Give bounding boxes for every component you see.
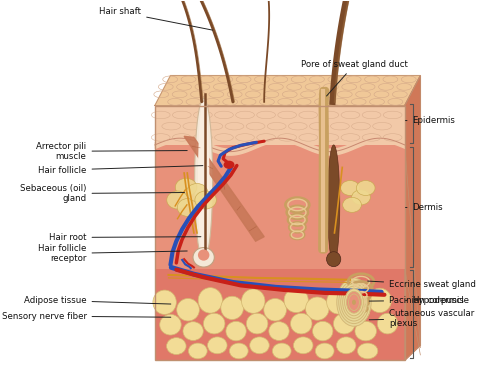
Text: Hair follicle: Hair follicle (38, 165, 203, 174)
Ellipse shape (327, 145, 340, 263)
Text: Arrector pili
muscle: Arrector pili muscle (36, 142, 187, 161)
Text: Hypodermis: Hypodermis (406, 296, 465, 305)
Polygon shape (184, 136, 264, 241)
Bar (155, 268, 405, 360)
Text: Hair follicle
receptor: Hair follicle receptor (38, 244, 187, 263)
Ellipse shape (177, 299, 199, 321)
Ellipse shape (153, 290, 176, 314)
Ellipse shape (194, 98, 213, 261)
Text: Cutaneous vascular
plexus: Cutaneous vascular plexus (369, 309, 474, 328)
Ellipse shape (337, 278, 371, 326)
Text: Pore of sweat gland duct: Pore of sweat gland duct (301, 60, 408, 96)
Ellipse shape (198, 249, 209, 261)
Bar (155, 145, 405, 268)
Text: Adipose tissue: Adipose tissue (24, 296, 171, 305)
Ellipse shape (315, 343, 334, 359)
Ellipse shape (358, 343, 378, 359)
Ellipse shape (341, 180, 360, 196)
Ellipse shape (352, 190, 371, 205)
Ellipse shape (246, 313, 268, 334)
Ellipse shape (306, 297, 329, 320)
Ellipse shape (348, 294, 360, 311)
Ellipse shape (229, 343, 248, 359)
Ellipse shape (189, 343, 207, 359)
Ellipse shape (198, 100, 209, 259)
Ellipse shape (356, 180, 375, 196)
Ellipse shape (167, 191, 188, 209)
Ellipse shape (175, 178, 197, 196)
Polygon shape (155, 76, 420, 106)
Text: Hair shaft: Hair shaft (99, 8, 213, 30)
Polygon shape (405, 76, 420, 360)
Ellipse shape (347, 291, 361, 313)
Text: Pacinian corpuscle: Pacinian corpuscle (369, 296, 469, 305)
Text: Eccrine sweat gland: Eccrine sweat gland (368, 280, 476, 289)
Bar (155, 106, 405, 360)
Ellipse shape (177, 199, 199, 217)
Ellipse shape (284, 288, 308, 312)
Ellipse shape (326, 252, 341, 267)
Ellipse shape (339, 281, 369, 324)
Ellipse shape (160, 314, 181, 335)
Ellipse shape (343, 286, 365, 318)
Ellipse shape (341, 284, 367, 321)
Ellipse shape (167, 338, 186, 355)
Ellipse shape (272, 343, 291, 359)
Ellipse shape (186, 183, 208, 202)
Text: Sebaceous (oil)
gland: Sebaceous (oil) gland (20, 184, 184, 203)
Ellipse shape (352, 300, 356, 305)
Bar (155, 106, 405, 145)
Ellipse shape (290, 313, 312, 334)
Ellipse shape (336, 337, 356, 354)
Ellipse shape (334, 313, 355, 334)
Ellipse shape (193, 247, 214, 267)
Ellipse shape (312, 321, 333, 341)
Ellipse shape (195, 191, 216, 209)
Ellipse shape (345, 289, 363, 316)
Ellipse shape (348, 299, 370, 321)
Ellipse shape (241, 289, 265, 313)
Text: Epidermis: Epidermis (406, 116, 456, 125)
Ellipse shape (250, 337, 269, 354)
Ellipse shape (204, 313, 225, 334)
Ellipse shape (221, 296, 243, 320)
Ellipse shape (264, 299, 287, 321)
Ellipse shape (377, 313, 398, 334)
Ellipse shape (269, 322, 289, 340)
Ellipse shape (226, 321, 246, 341)
Ellipse shape (355, 321, 376, 341)
Ellipse shape (368, 288, 392, 312)
Ellipse shape (198, 288, 222, 313)
Text: Hair root: Hair root (49, 233, 201, 242)
Text: Dermis: Dermis (406, 203, 443, 212)
Text: Sensory nerve fiber: Sensory nerve fiber (1, 312, 171, 321)
Ellipse shape (183, 322, 203, 340)
Ellipse shape (293, 337, 313, 354)
Ellipse shape (343, 197, 361, 212)
Ellipse shape (207, 337, 227, 354)
Ellipse shape (327, 290, 350, 314)
Ellipse shape (224, 161, 235, 169)
